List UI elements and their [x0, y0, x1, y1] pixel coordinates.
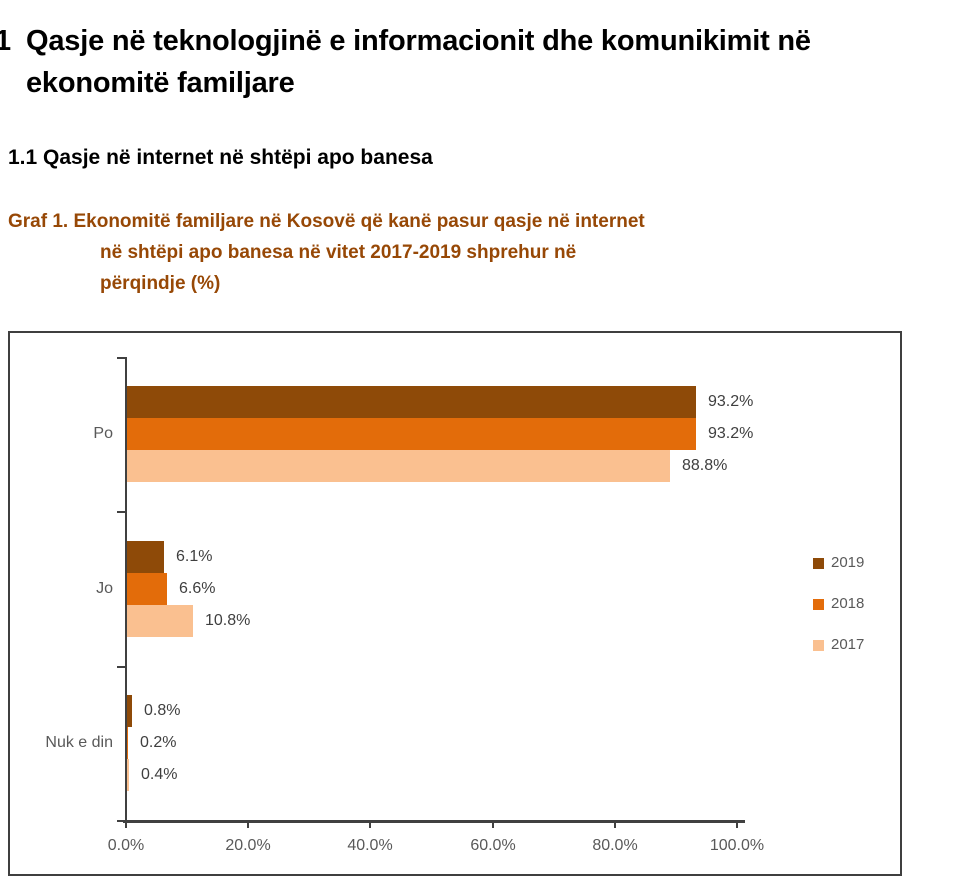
category-label: Po [93, 425, 113, 442]
value-label: 10.8% [205, 612, 251, 629]
x-tick-mark [125, 820, 127, 828]
x-tick-mark [492, 820, 494, 828]
legend-item: 2018 [813, 595, 864, 613]
x-tick-label: 80.0% [592, 837, 638, 854]
category-label: Nuk e din [45, 734, 113, 751]
data-bar [127, 695, 132, 727]
heading-text-line1: Qasje në teknologjinë e informacionit dh… [26, 25, 811, 57]
value-label: 0.2% [140, 734, 177, 751]
data-bar [127, 727, 128, 759]
y-tick-mark [117, 820, 127, 822]
chart-caption: Graf 1. Ekonomitë familjare në Kosovë që… [8, 206, 645, 299]
value-label: 88.8% [682, 457, 728, 474]
x-axis-line [123, 820, 745, 823]
value-label: 93.2% [708, 393, 754, 410]
y-tick-mark [117, 357, 127, 359]
x-tick-label: 60.0% [470, 837, 516, 854]
page-title-line1: 1 Qasje në teknologjinë e informacionit d… [0, 20, 811, 62]
data-bar [127, 450, 670, 482]
data-bar [127, 759, 129, 791]
value-label: 93.2% [708, 425, 754, 442]
x-tick-mark [736, 820, 738, 828]
page-title-line2: ekonomitë familjare [26, 67, 295, 99]
legend-label-2019: 2019 [831, 554, 865, 571]
value-label: 6.6% [179, 580, 216, 597]
value-label: 0.4% [141, 766, 178, 783]
chart-caption-line3: përqindje (%) [100, 273, 221, 294]
y-tick-mark [117, 511, 127, 513]
heading-number: 1 [0, 25, 11, 57]
y-axis-line [125, 357, 127, 822]
section-heading: 1.1 Qasje në internet në shtëpi apo bane… [8, 146, 433, 169]
legend-swatch-2019 [813, 557, 824, 569]
category-label: Jo [96, 580, 113, 597]
chart-caption-line2: në shtëpi apo banesa në vitet 2017-2019 … [100, 242, 577, 263]
x-tick-label: 100.0% [709, 837, 765, 854]
data-bar [127, 541, 164, 573]
x-tick-label: 0.0% [107, 837, 145, 854]
x-tick-mark [369, 820, 371, 828]
data-bar [127, 418, 696, 450]
plot-area: Po 93.2% 93.2% 88.8% Jo 6.1% 6.6% 10.8% Nuk e di… [10, 333, 900, 874]
value-label: 6.1% [176, 548, 213, 565]
page-title: 1 Qasje në teknologjinë e informacionit d… [0, 20, 811, 104]
data-bar [127, 605, 193, 637]
x-tick-label: 20.0% [225, 837, 271, 854]
y-tick-mark [117, 666, 127, 668]
legend-item: 2017 [813, 636, 864, 654]
data-bar [127, 386, 696, 418]
x-tick-mark [247, 820, 249, 828]
legend-swatch-2017 [813, 639, 824, 651]
chart-frame: Po 93.2% 93.2% 88.8% Jo 6.1% 6.6% 10.8% Nuk e di… [8, 331, 902, 876]
legend-label-2018: 2018 [831, 595, 865, 612]
legend-swatch-2018 [813, 598, 824, 610]
chart-caption-line1: Graf 1. Ekonomitë familjare në Kosovë që… [8, 211, 645, 232]
legend-label-2017: 2017 [831, 636, 865, 653]
x-tick-mark [614, 820, 616, 828]
data-bar [127, 573, 167, 605]
x-tick-label: 40.0% [347, 837, 393, 854]
legend-item: 2019 [813, 554, 864, 572]
value-label: 0.8% [144, 702, 181, 719]
